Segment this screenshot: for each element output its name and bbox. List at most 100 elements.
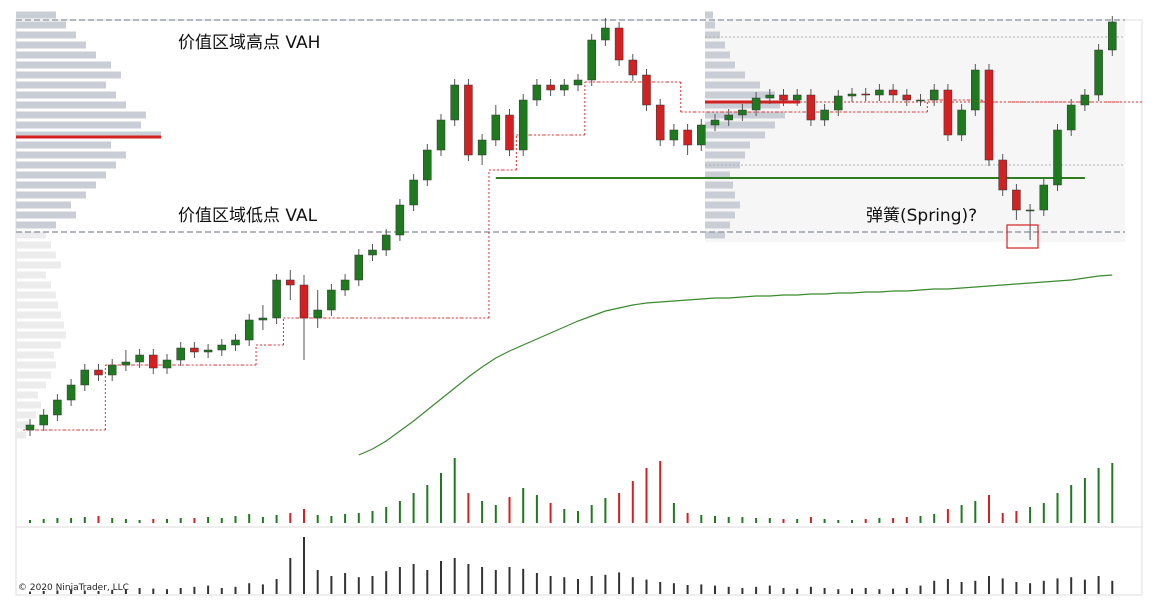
candle-body: [861, 93, 870, 96]
profile-bar: [16, 401, 41, 409]
candle-body: [724, 114, 733, 121]
candle-body: [340, 279, 350, 291]
profile-bar: [16, 111, 146, 119]
profile-bar: [16, 311, 61, 319]
candle-body: [875, 89, 884, 96]
profile-bar: [16, 41, 86, 49]
candle-body: [299, 284, 309, 319]
profile-bar: [705, 11, 713, 19]
candle-body: [313, 309, 322, 319]
profile-bar: [705, 171, 730, 179]
candle-body: [121, 361, 131, 366]
annotation: 价值区域高点 VAH: [178, 33, 320, 53]
profile-bar: [705, 31, 720, 39]
profile-bar: [16, 381, 46, 389]
candle-body: [998, 159, 1007, 191]
profile-bar: [16, 101, 126, 109]
candle-body: [765, 94, 775, 99]
profile-bar: [16, 301, 58, 309]
candle-body: [436, 119, 446, 151]
profile-bar: [16, 181, 96, 189]
candle-body: [1053, 129, 1062, 186]
candle-body: [642, 74, 651, 106]
candle-body: [464, 84, 473, 156]
candle-body: [80, 369, 90, 386]
candle-body: [505, 114, 514, 151]
profile-bar: [705, 91, 775, 99]
profile-bar: [16, 121, 141, 129]
candle-body: [971, 69, 980, 111]
profile-bar: [16, 251, 56, 259]
candle-body: [697, 124, 706, 146]
profile-bar: [705, 61, 735, 69]
candle-body: [217, 344, 227, 351]
profile-bar: [16, 351, 54, 359]
profile-bar: [16, 31, 76, 39]
candle-body: [820, 109, 829, 121]
candle-body: [888, 89, 898, 96]
profile-bar: [16, 51, 96, 59]
profile-bar: [16, 11, 56, 19]
copyright: © 2020 NinjaTrader, LLC: [18, 583, 129, 593]
candle-body: [614, 27, 624, 61]
candle-body: [957, 109, 966, 136]
candle-body: [532, 84, 542, 101]
candle-body: [710, 119, 720, 126]
candle-body: [1080, 94, 1090, 106]
profile-bar: [16, 131, 161, 139]
profile-bar: [705, 221, 730, 229]
candle-body: [477, 139, 487, 156]
candle-body: [395, 204, 405, 236]
profile-bar: [16, 151, 126, 159]
profile-bar: [705, 181, 733, 189]
candle-body: [902, 94, 912, 101]
candle-body: [66, 384, 76, 401]
moving-average: [358, 274, 1113, 456]
candle-body: [423, 149, 432, 181]
candle-body: [94, 369, 103, 376]
profile-bar: [16, 391, 38, 399]
candle-body: [669, 129, 679, 141]
candle-body: [244, 319, 254, 341]
profile-bar: [16, 331, 66, 339]
profile-bar: [16, 241, 51, 249]
profile-bar: [16, 271, 46, 279]
candle-body: [683, 129, 692, 146]
candle-body: [587, 39, 596, 81]
candle-body: [190, 347, 199, 353]
annotation: 价值区域低点 VAL: [178, 206, 318, 226]
profile-bar: [16, 191, 86, 199]
candle-body: [25, 424, 35, 431]
profile-bar: [16, 201, 71, 209]
candle-body: [354, 254, 364, 281]
profile-bar: [705, 191, 735, 199]
candle-body: [546, 84, 555, 91]
profile-bar: [16, 21, 66, 29]
profile-bar: [705, 81, 760, 89]
annotation: 弹簧(Spring)?: [866, 206, 977, 226]
candle-body: [806, 94, 816, 121]
candle-body: [1094, 49, 1103, 96]
candle-body: [231, 339, 240, 346]
profile-bar: [16, 261, 61, 269]
candle-body: [916, 99, 925, 102]
candle-body: [628, 59, 638, 76]
profile-bar: [705, 131, 765, 139]
candle-body: [573, 79, 583, 86]
profile-bar: [705, 121, 775, 129]
candle-body: [368, 249, 377, 256]
profile-bar: [16, 81, 106, 89]
candle-body: [381, 234, 391, 251]
candle-body: [779, 94, 788, 101]
candle-body: [162, 359, 172, 369]
profile-bar: [16, 371, 51, 379]
profile-bar: [16, 211, 76, 219]
candle-body: [272, 279, 281, 319]
candle-body: [1108, 21, 1117, 51]
profile-bar: [16, 291, 56, 299]
candle-body: [450, 84, 459, 121]
profile-bar: [16, 341, 61, 349]
profile-bar: [16, 321, 64, 329]
candle-body: [258, 317, 268, 321]
profile-bar: [16, 61, 111, 69]
